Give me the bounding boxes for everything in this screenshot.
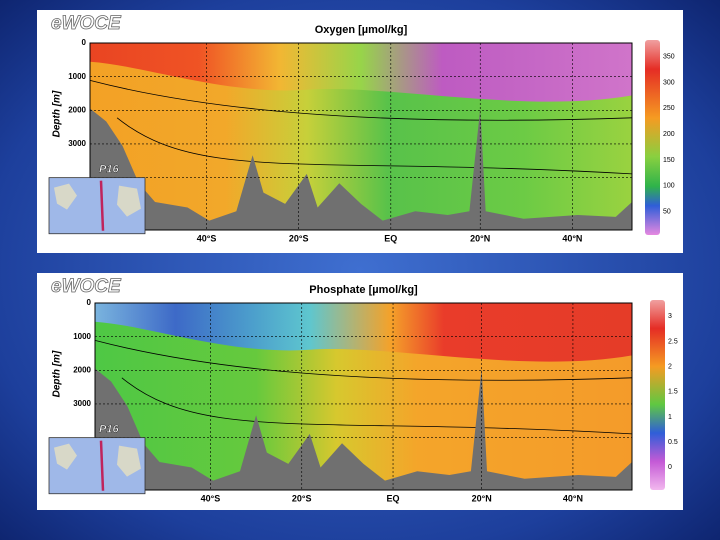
- inset-land: [54, 183, 141, 217]
- colorbar-tick-label: 300: [663, 79, 675, 86]
- colorbar-tick-label: 350: [663, 53, 675, 60]
- panel-title: Oxygen [µmol/kg]: [315, 24, 408, 36]
- y-axis-label: Depth [m]: [52, 90, 63, 137]
- latitude-tick-label: 20°N: [470, 233, 490, 243]
- depth-tick-label: 2000: [68, 105, 86, 114]
- bathymetry: [95, 368, 632, 490]
- depth-tick-label: 3000: [73, 399, 91, 408]
- contour: [94, 340, 633, 381]
- colorbar-tick-label: 100: [663, 183, 675, 190]
- plot-frame: [89, 42, 633, 231]
- colorbar: [650, 300, 665, 490]
- latitude-tick-label: EQ: [387, 493, 400, 503]
- depth-tick-label: 2000: [73, 365, 91, 374]
- field-upper: [95, 303, 632, 362]
- field-upper: [90, 43, 632, 102]
- colorbar: [645, 40, 660, 235]
- colorbar-tick-label: 1: [668, 414, 672, 421]
- latitude-tick-label: 20°N: [472, 493, 492, 503]
- latitude-tick-label: 20°S: [292, 493, 312, 503]
- latitude-tick-label: EQ: [384, 233, 397, 243]
- latitude-tick-label: 40°N: [562, 233, 582, 243]
- colorbar-tick-label: 150: [663, 157, 675, 164]
- depth-tick-label: 0: [82, 38, 87, 47]
- y-axis-label: Depth [m]: [52, 350, 63, 397]
- brand: eWOCE: [51, 13, 122, 34]
- section-label: P16: [99, 424, 119, 436]
- contour: [89, 80, 633, 121]
- panel-title: Phosphate [µmol/kg]: [309, 284, 418, 296]
- depth-tick-label: 1000: [68, 72, 86, 81]
- colorbar-tick-label: 2.5: [668, 338, 678, 345]
- section-track: [99, 180, 105, 231]
- section-label: P16: [99, 164, 119, 176]
- colorbar-tick-label: 0: [668, 464, 672, 471]
- contour: [121, 377, 633, 435]
- colorbar-tick-label: 200: [663, 131, 675, 138]
- depth-tick-label: 1000: [73, 332, 91, 341]
- latitude-tick-label: 20°S: [289, 233, 309, 243]
- contour: [116, 117, 633, 175]
- colorbar-tick-label: 0.5: [668, 439, 678, 446]
- colorbar-tick-label: 2: [668, 364, 672, 371]
- latitude-tick-label: 40°N: [563, 493, 583, 503]
- colorbar-tick-label: 50: [663, 209, 671, 216]
- inset-land: [54, 443, 141, 477]
- section-track: [99, 440, 105, 491]
- brand: eWOCE: [51, 276, 122, 297]
- depth-tick-label: 3000: [68, 139, 86, 148]
- colorbar-tick-label: 250: [663, 105, 675, 112]
- colorbar-tick-label: 1.5: [668, 389, 678, 396]
- latitude-tick-label: 40°S: [201, 493, 221, 503]
- colorbar-tick-label: 3: [668, 313, 672, 320]
- latitude-tick-label: 40°S: [197, 233, 217, 243]
- depth-tick-label: 0: [87, 298, 92, 307]
